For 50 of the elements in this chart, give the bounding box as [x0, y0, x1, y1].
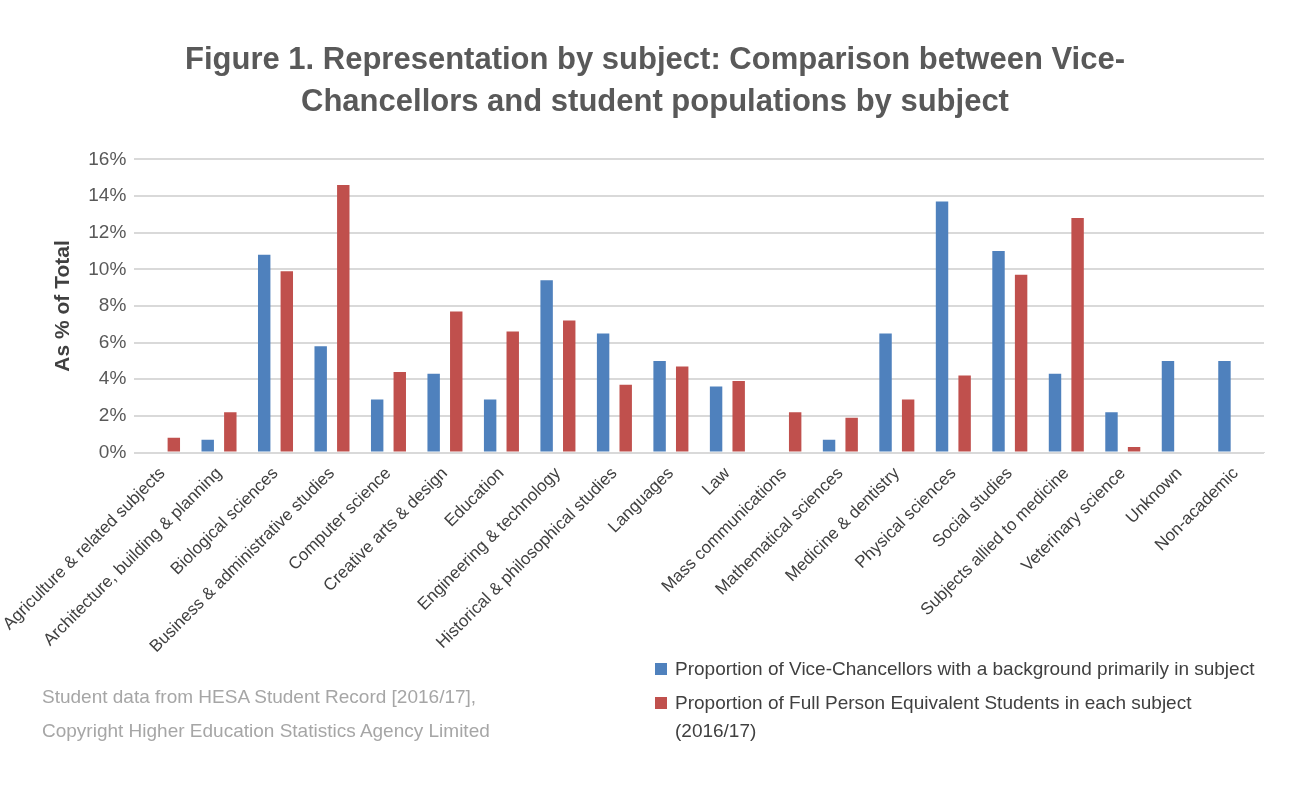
bar: [540, 280, 553, 452]
bar: [709, 386, 723, 452]
bar: [879, 333, 892, 452]
legend-label: Proportion of Full Person Equivalent Students in each subject (2016/17): [675, 691, 1193, 743]
bar: [483, 399, 497, 452]
bar: [427, 373, 440, 452]
bar: [1014, 274, 1028, 452]
legend-label: Proportion of Vice-Chancellors with a background primarily in subject: [675, 657, 1255, 681]
bar: [619, 384, 632, 452]
y-tick-label: 2%: [98, 404, 127, 426]
text: Student data from HESA Student Record [2016/17], Copyright Higher Education Statistics Agency Limited: [42, 685, 491, 743]
bar: [393, 371, 406, 452]
bar: [280, 271, 294, 452]
y-tick-label: 12%: [88, 220, 127, 242]
bar: [1105, 412, 1118, 452]
y-axis-title: As % of Total: [50, 240, 74, 372]
bar: [370, 399, 384, 452]
bar: [257, 254, 271, 452]
y-tick-label: 8%: [98, 294, 127, 316]
bar: [201, 439, 214, 452]
bar: [845, 417, 858, 452]
bar: [450, 311, 463, 452]
y-tick-label: 10%: [88, 257, 127, 279]
bar: [1161, 360, 1175, 452]
bar: [901, 399, 915, 452]
y-tick-label: 4%: [98, 367, 127, 389]
bar: [732, 381, 745, 452]
bar: [1048, 373, 1062, 452]
bar: [1127, 447, 1141, 452]
chart-title: Figure 1. Representation by subject: Comparison between Vice-Chancellors and student populations by subject: [184, 40, 1126, 120]
bar: [596, 333, 610, 452]
bar: [653, 360, 666, 452]
bar: [935, 201, 949, 452]
bar: [563, 320, 576, 452]
bar: [337, 185, 350, 452]
bar: [788, 412, 802, 452]
bar: [506, 331, 519, 452]
bar: [314, 346, 327, 452]
bar: [224, 412, 237, 452]
bar: [1071, 218, 1084, 452]
bar: [675, 366, 689, 452]
y-tick-label: 16%: [88, 147, 127, 169]
y-tick-label: 6%: [98, 330, 127, 352]
bar: [167, 437, 181, 452]
bar: [958, 375, 971, 452]
y-tick-label: 14%: [88, 184, 127, 206]
bar: [992, 251, 1005, 452]
y-tick-label: 0%: [98, 440, 127, 462]
bar: [822, 439, 836, 452]
bar: [1218, 360, 1231, 452]
